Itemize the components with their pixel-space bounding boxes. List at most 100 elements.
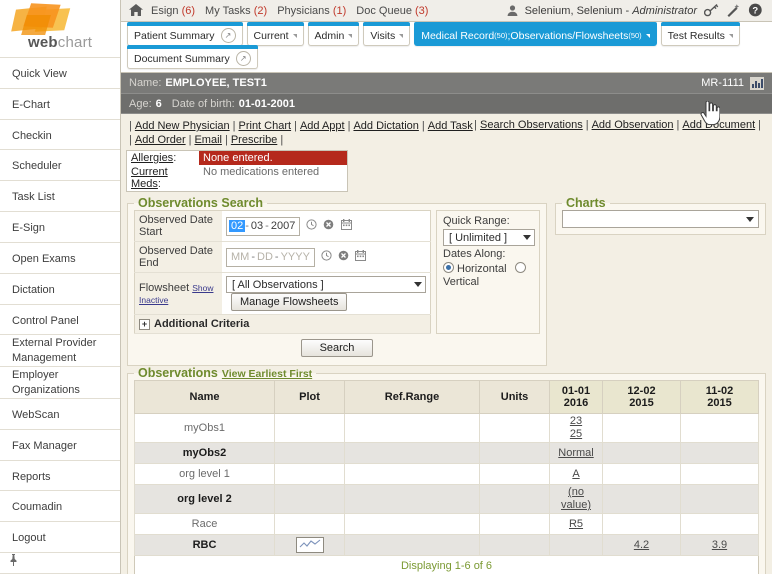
- current-user-name: Selenium, Selenium -: [524, 4, 633, 17]
- link-show-inactive[interactable]: Show Inactive: [139, 282, 214, 305]
- search-button[interactable]: Search: [300, 339, 374, 357]
- plot-icon[interactable]: [295, 537, 324, 553]
- sidebar-item-open-exams[interactable]: Open Exams: [0, 241, 120, 273]
- end-month[interactable]: MM: [231, 251, 250, 263]
- observed-date-end-input[interactable]: MM - DD - YYYY: [226, 247, 315, 267]
- table-row[interactable]: org level 2 (no value): [134, 484, 759, 514]
- pin-icon[interactable]: [0, 552, 120, 573]
- tab-document-summary[interactable]: Document Summary ↗: [127, 45, 258, 69]
- row-value-date-1: [549, 534, 603, 556]
- popout-icon[interactable]: ↗: [220, 28, 236, 43]
- table-row[interactable]: RBC 4.2 3.9: [134, 534, 759, 556]
- link-add-task[interactable]: Add Task: [427, 120, 473, 132]
- sidebar-item-e-sign[interactable]: E-Sign: [0, 211, 120, 242]
- table-row[interactable]: Race R5: [134, 513, 759, 535]
- brand-logo[interactable]: webchart: [0, 0, 120, 57]
- additional-criteria-row: + Additional Criteria: [134, 314, 431, 334]
- observation-value[interactable]: 25: [569, 428, 583, 440]
- link-prescribe[interactable]: Prescribe: [230, 134, 278, 146]
- table-row[interactable]: org level 1 A: [134, 463, 759, 485]
- link-allergies[interactable]: Allergies: [131, 152, 174, 164]
- help-icon[interactable]: ?: [748, 3, 763, 18]
- patient-name-row: Name: EMPLOYEE, TEST1 MR-1111: [121, 73, 772, 94]
- manage-flowsheets-button[interactable]: Manage Flowsheets: [231, 293, 348, 311]
- clear-icon[interactable]: [323, 219, 334, 230]
- nav-item-my-tasks[interactable]: My Tasks (2): [205, 5, 267, 17]
- radio-vertical[interactable]: [514, 262, 526, 273]
- sidebar-item-dictation[interactable]: Dictation: [0, 272, 120, 304]
- row-plot: [274, 484, 345, 514]
- popout-icon[interactable]: ↗: [235, 51, 251, 66]
- link-add-appt[interactable]: Add Appt: [299, 120, 345, 132]
- sidebar-item-control-panel[interactable]: Control Panel: [0, 303, 120, 335]
- observations-search-form: Observed Date Start 02-03-2007: [134, 210, 431, 334]
- bar-chart-icon[interactable]: [750, 76, 764, 90]
- sidebar-item-reports[interactable]: Reports: [0, 459, 120, 491]
- sidebar-item-webscan[interactable]: WebScan: [0, 397, 120, 429]
- link-search-observations[interactable]: Search Observations: [480, 119, 583, 131]
- sidebar-item-logout[interactable]: Logout: [0, 521, 120, 552]
- nav-item-physicians[interactable]: Physicians (1): [277, 5, 346, 17]
- flowsheet-select[interactable]: [ All Observations ]: [226, 276, 426, 293]
- observation-value[interactable]: Normal: [558, 446, 594, 459]
- table-row[interactable]: myObs1 23 25: [134, 413, 759, 443]
- sidebar-item-e-chart[interactable]: E-Chart: [0, 87, 120, 119]
- observation-value[interactable]: (no value): [561, 486, 591, 511]
- additional-criteria-toggle[interactable]: + Additional Criteria: [134, 314, 431, 334]
- chevron-down-icon: [292, 33, 297, 38]
- charts-select[interactable]: [562, 210, 759, 228]
- quick-range-select[interactable]: [ Unlimited ]: [443, 229, 535, 246]
- row-ref-range: [344, 413, 480, 443]
- sidebar-item-fax-manager[interactable]: Fax Manager: [0, 428, 120, 460]
- link-email[interactable]: Email: [194, 134, 222, 146]
- start-day[interactable]: 03: [250, 220, 264, 232]
- home-icon[interactable]: [129, 3, 143, 18]
- sidebar-item-employer-organizations[interactable]: Employer Organizations: [0, 366, 120, 398]
- tab-patient-summary[interactable]: Patient Summary ↗: [127, 22, 243, 46]
- sidebar-item-external-provider-management[interactable]: External Provider Management: [0, 334, 120, 367]
- expand-icon[interactable]: +: [139, 319, 150, 330]
- clock-icon[interactable]: [306, 219, 317, 230]
- observation-value[interactable]: 3.9: [711, 538, 728, 551]
- tab-visits-label: Visits: [370, 29, 396, 42]
- observation-value[interactable]: R5: [568, 517, 584, 530]
- tab-test-results[interactable]: Test Results: [660, 22, 741, 46]
- link-print-chart[interactable]: Print Chart: [238, 120, 292, 132]
- link-view-earliest-first[interactable]: View Earliest First: [221, 368, 313, 380]
- sidebar-item-task-list[interactable]: Task List: [0, 180, 120, 212]
- nav-item-doc-queue[interactable]: Doc Queue (3): [356, 5, 428, 17]
- observation-value[interactable]: A: [572, 467, 580, 480]
- calendar-icon[interactable]: [355, 250, 367, 261]
- link-add-observation[interactable]: Add Observation: [591, 119, 674, 131]
- observation-value[interactable]: 4.2: [633, 538, 650, 551]
- sidebar-item-quick-view[interactable]: Quick View: [0, 57, 120, 88]
- clock-icon[interactable]: [321, 250, 332, 261]
- end-year[interactable]: YYYY: [280, 251, 310, 263]
- calendar-icon[interactable]: [340, 219, 352, 230]
- wand-icon[interactable]: [726, 3, 741, 18]
- start-month[interactable]: 02: [229, 220, 246, 232]
- link-add-new-physician[interactable]: Add New Physician: [134, 120, 230, 132]
- link-current-meds[interactable]: Current Meds: [131, 166, 168, 190]
- table-row[interactable]: myObs2 Normal: [134, 442, 759, 464]
- sidebar-item-checkin[interactable]: Checkin: [0, 118, 120, 150]
- observed-date-start-input[interactable]: 02-03-2007: [226, 216, 301, 236]
- end-day[interactable]: DD: [257, 251, 273, 263]
- tab-medical-record-observations-flowsheets[interactable]: Medical Record (50) ;Observations/Flowshee…: [414, 22, 658, 46]
- tab-patient-summary-label: Patient Summary: [134, 29, 215, 42]
- flowsheet-row: Flowsheet Show Inactive [ All Observatio…: [134, 272, 431, 315]
- tab-visits[interactable]: Visits: [363, 22, 411, 46]
- tab-current[interactable]: Current: [246, 22, 304, 46]
- sidebar-item-scheduler[interactable]: Scheduler: [0, 149, 120, 181]
- radio-horizontal[interactable]: [443, 262, 454, 273]
- link-add-document[interactable]: Add Document: [682, 119, 756, 131]
- nav-item-esign[interactable]: Esign (6): [151, 5, 195, 17]
- link-add-dictation[interactable]: Add Dictation: [353, 120, 419, 132]
- link-add-order[interactable]: Add Order: [134, 134, 186, 146]
- key-icon[interactable]: [703, 3, 719, 18]
- observation-value[interactable]: 23: [569, 415, 583, 427]
- clear-icon[interactable]: [338, 250, 349, 261]
- start-year[interactable]: 2007: [270, 220, 296, 232]
- sidebar-item-coumadin[interactable]: Coumadin: [0, 490, 120, 522]
- tab-admin[interactable]: Admin: [307, 22, 360, 46]
